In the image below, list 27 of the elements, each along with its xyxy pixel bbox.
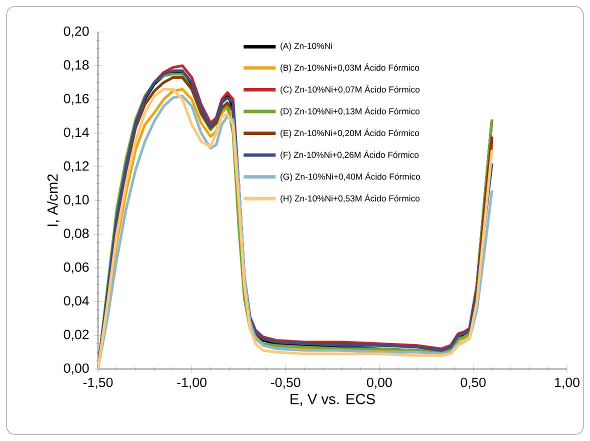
x-tick-label: -0,50: [270, 378, 300, 389]
x-axis-title: E, V vs. ECS: [290, 394, 375, 406]
x-tick-label: 0,00: [366, 378, 392, 389]
y-tick-label: 0,08: [64, 228, 89, 240]
x-tick-label: -1,00: [177, 378, 206, 389]
legend-label: (E) Zn-10%Ni+0,20M Ácido Fórmico: [280, 128, 420, 138]
legend-label: (F) Zn-10%Ni+0,26M Ácido Fórmico: [280, 150, 419, 160]
legend-label: (B) Zn-10%Ni+0,03M Ácido Fórmico: [280, 63, 420, 73]
x-tick-label: -1,50: [83, 378, 113, 389]
y-tick-label: 0,12: [64, 161, 89, 172]
legend-label: (H) Zn-10%Ni+0,53M Ácido Fórmico: [280, 194, 420, 204]
y-tick-label: 0,10: [64, 194, 89, 206]
y-axis-title: I, A/cm2: [47, 174, 60, 226]
y-tick-label: 0,02: [64, 330, 89, 341]
y-tick-label: 0,18: [64, 60, 89, 72]
y-tick-label: 0,16: [64, 94, 89, 105]
y-tick-label: 0,00: [64, 363, 89, 375]
x-tick-label: 0,50: [460, 378, 486, 389]
legend-label: (C) Zn-10%Ni+0,07M Ácido Fórmico: [280, 84, 420, 94]
x-tick-label: 1,00: [555, 378, 580, 389]
legend-label: (A) Zn-10%Ni: [280, 42, 332, 51]
legend-label: (D) Zn-10%Ni+0,13M Ácido Fórmico: [280, 106, 420, 116]
y-tick-label: 0,20: [64, 26, 89, 38]
y-tick-label: 0,14: [64, 128, 89, 139]
y-tick-label: 0,06: [64, 262, 89, 274]
y-tick-label: 0,04: [64, 296, 89, 308]
legend-label: (G) Zn-10%Ni+0,40M Ácido Fórmico: [280, 172, 420, 182]
